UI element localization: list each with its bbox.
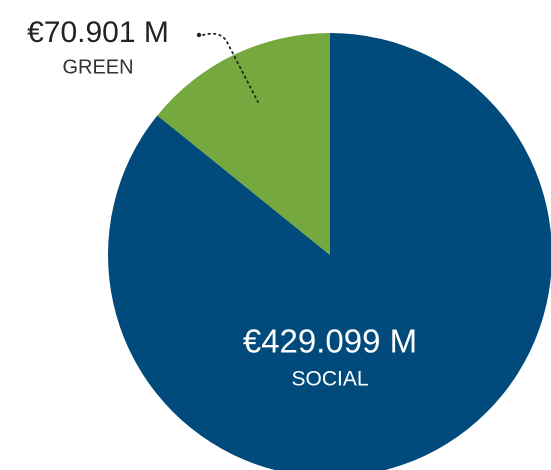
pie-slice bbox=[108, 33, 551, 470]
value-label: €70.901 M bbox=[27, 16, 169, 49]
leader-line bbox=[202, 32, 259, 103]
leader-dot bbox=[196, 32, 202, 38]
category-label: GREEN bbox=[62, 56, 133, 78]
value-label: €429.099 M bbox=[243, 323, 417, 360]
pie bbox=[108, 33, 551, 470]
pie-slice bbox=[157, 33, 330, 255]
category-label: SOCIAL bbox=[291, 368, 368, 391]
